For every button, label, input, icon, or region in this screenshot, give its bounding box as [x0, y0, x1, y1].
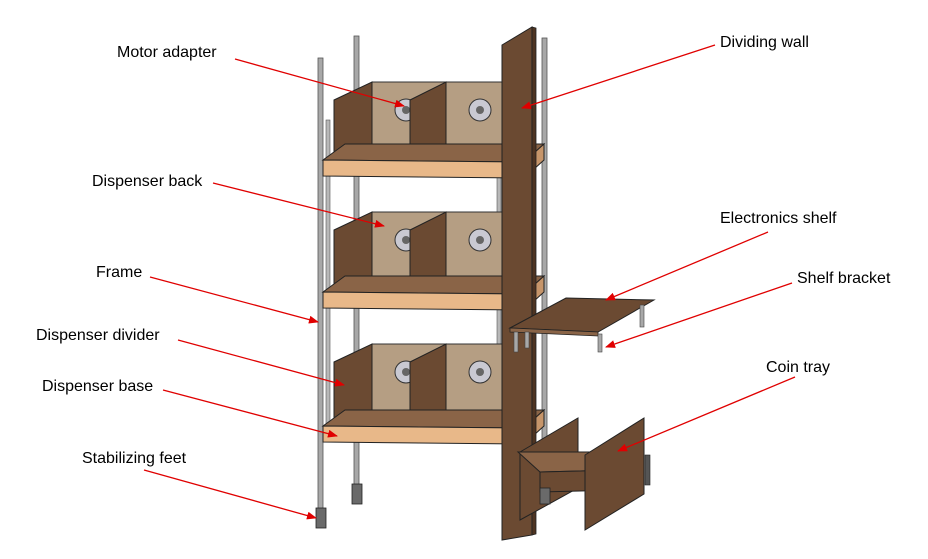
dispenser-level-bottom — [321, 343, 546, 446]
label-dispenser-back: Dispenser back — [92, 173, 203, 190]
label-coin-tray: Coin tray — [766, 359, 831, 376]
leader-dispenser-divider — [177, 339, 345, 387]
label-shelf-bracket: Shelf bracket — [797, 270, 891, 287]
leader-lines — [143, 44, 796, 520]
leader-dispenser-base — [162, 389, 338, 438]
dispenser-level-top — [321, 81, 546, 180]
label-motor-adapter: Motor adapter — [117, 44, 217, 61]
dividing-wall — [501, 26, 537, 541]
leader-dividing-wall — [521, 44, 716, 110]
leader-stabilizing-feet — [143, 469, 317, 520]
label-stabilizing-feet: Stabilizing feet — [82, 450, 187, 467]
label-dispenser-base: Dispenser base — [42, 378, 154, 395]
leader-coin-tray — [617, 376, 796, 452]
dispenser-level-middle — [321, 211, 546, 312]
leader-shelf-bracket — [605, 282, 793, 348]
leader-electronics-shelf — [605, 231, 769, 301]
label-electronics-shelf: Electronics shelf — [720, 210, 837, 227]
label-dividing-wall: Dividing wall — [720, 34, 809, 51]
leader-frame — [149, 276, 319, 324]
coin-tray — [516, 417, 651, 531]
leader-dispenser-back — [212, 182, 385, 228]
leader-motor-adapter — [234, 58, 405, 108]
electronics-shelf — [508, 297, 656, 353]
label-dispenser-divider: Dispenser divider — [36, 327, 160, 344]
label-frame: Frame — [96, 264, 143, 281]
